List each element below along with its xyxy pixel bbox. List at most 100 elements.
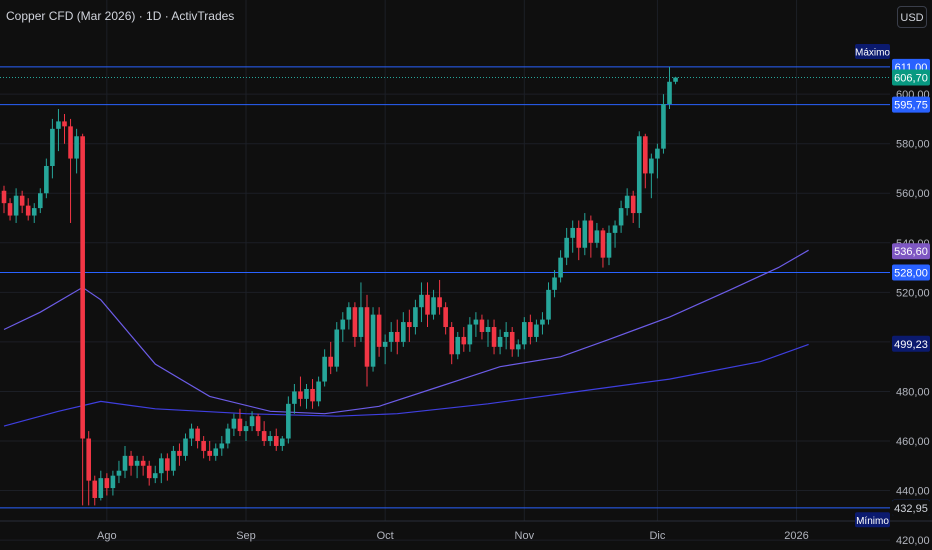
price-tag[interactable]: 499,23 [892, 335, 930, 352]
candle[interactable] [570, 220, 575, 253]
candle[interactable] [643, 133, 648, 189]
price-tag[interactable]: 595,75 [892, 96, 930, 113]
candle[interactable] [618, 200, 624, 233]
candle[interactable] [183, 433, 188, 461]
candle[interactable] [649, 153, 654, 199]
candle[interactable] [636, 131, 642, 228]
candle[interactable] [431, 289, 436, 320]
candle[interactable] [358, 282, 364, 342]
candle[interactable] [491, 319, 497, 355]
candle[interactable] [467, 317, 473, 352]
price-tag[interactable]: 432,95 [892, 500, 930, 517]
candle[interactable] [50, 118, 55, 179]
candle[interactable] [110, 470, 116, 496]
candle[interactable] [364, 294, 370, 387]
candle[interactable] [655, 143, 660, 179]
candle[interactable] [346, 302, 352, 330]
candle[interactable] [243, 421, 249, 441]
candle[interactable] [280, 436, 285, 451]
candle[interactable] [515, 339, 521, 357]
candle[interactable] [249, 411, 255, 432]
candle[interactable] [673, 76, 678, 85]
candle[interactable] [473, 312, 479, 337]
candle[interactable] [334, 322, 340, 372]
candle[interactable] [74, 128, 79, 174]
candle[interactable] [267, 431, 273, 446]
candle[interactable] [594, 222, 600, 248]
candle[interactable] [316, 376, 321, 407]
candle[interactable] [255, 413, 261, 437]
candle[interactable] [68, 118, 73, 223]
candle[interactable] [213, 443, 219, 461]
candle[interactable] [509, 327, 515, 357]
candle[interactable] [165, 453, 170, 481]
candle[interactable] [376, 307, 382, 357]
candle[interactable] [401, 312, 406, 347]
candle[interactable] [237, 408, 243, 437]
candle[interactable] [189, 423, 194, 446]
candle[interactable] [140, 455, 146, 476]
candle[interactable] [546, 282, 551, 325]
price-tag[interactable]: 606,70 [892, 69, 930, 86]
candle[interactable] [195, 426, 200, 449]
candle[interactable] [310, 379, 315, 409]
candle[interactable] [25, 198, 31, 221]
candle[interactable] [558, 250, 563, 283]
candle[interactable] [116, 460, 122, 484]
candle[interactable] [564, 227, 569, 266]
candle[interactable] [86, 431, 91, 506]
candle[interactable] [159, 453, 164, 484]
candle[interactable] [419, 282, 424, 323]
candle[interactable] [128, 450, 134, 476]
candle[interactable] [122, 445, 128, 479]
candle[interactable] [522, 317, 527, 350]
candle[interactable] [322, 349, 327, 387]
candle[interactable] [394, 319, 400, 355]
price-tag[interactable]: 528,00 [892, 264, 930, 281]
candle[interactable] [286, 396, 291, 444]
candle[interactable] [661, 94, 666, 154]
candle[interactable] [461, 327, 467, 352]
candle[interactable] [261, 421, 267, 446]
candle[interactable] [437, 279, 442, 315]
candle[interactable] [382, 334, 388, 365]
candle[interactable] [582, 213, 588, 256]
candle[interactable] [443, 302, 448, 335]
candle[interactable] [56, 109, 61, 152]
currency-button[interactable]: USD [897, 6, 927, 28]
candle[interactable] [134, 455, 140, 479]
candle[interactable] [219, 436, 225, 456]
candle[interactable] [207, 440, 212, 461]
candle[interactable] [304, 384, 309, 409]
candle[interactable] [352, 302, 358, 347]
candle[interactable] [298, 376, 303, 407]
candle[interactable] [485, 319, 491, 347]
candle[interactable] [413, 299, 418, 335]
candle[interactable] [7, 198, 13, 221]
candle[interactable] [31, 203, 37, 223]
candle[interactable] [177, 443, 182, 466]
candle[interactable] [225, 423, 231, 449]
candle[interactable] [528, 314, 533, 345]
candle[interactable] [455, 331, 461, 360]
candle[interactable] [479, 314, 485, 340]
candle[interactable] [292, 384, 297, 414]
candle[interactable] [540, 312, 545, 335]
candle[interactable] [201, 436, 206, 459]
candle[interactable] [534, 319, 539, 342]
candle[interactable] [497, 329, 503, 355]
candle[interactable] [388, 322, 394, 352]
candle[interactable] [503, 322, 509, 350]
candle[interactable] [600, 227, 606, 268]
candle[interactable] [80, 133, 85, 506]
price-tag[interactable]: 536,60 [892, 243, 930, 260]
candle[interactable] [38, 188, 43, 214]
candle[interactable] [171, 445, 176, 476]
candle[interactable] [231, 413, 237, 437]
candle[interactable] [606, 225, 612, 266]
candle[interactable] [340, 312, 346, 342]
candle[interactable] [328, 341, 333, 375]
candle[interactable] [667, 66, 672, 110]
candle[interactable] [630, 190, 636, 223]
